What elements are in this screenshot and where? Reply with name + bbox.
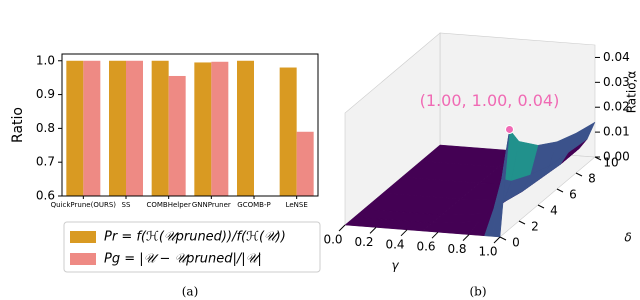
x-tick-label: 0.8 — [447, 242, 466, 256]
legend-box — [63, 221, 321, 273]
bar — [279, 67, 297, 197]
z-tick-label: 0.03 — [603, 75, 630, 89]
x-tick-label: 0.4 — [385, 237, 404, 251]
z-tick-label: 0.01 — [603, 125, 630, 139]
y-tick-label: 8 — [588, 172, 596, 186]
y-tick-label: 0.7 — [36, 155, 55, 169]
y-tick-label: 1.0 — [36, 53, 55, 67]
bar — [83, 60, 101, 197]
x-tick — [338, 224, 346, 232]
bar — [194, 62, 212, 197]
y-tick-label: 0.9 — [36, 87, 55, 101]
x-tick-label: GCOMB-P — [237, 201, 270, 209]
bar — [237, 60, 254, 197]
y-tick — [499, 236, 507, 241]
y-axis-label: Ratio — [10, 107, 26, 143]
bar — [66, 60, 84, 197]
y-tick-label: 0.8 — [36, 121, 55, 135]
bar — [211, 61, 229, 197]
x-tick-label: 0.0 — [323, 233, 342, 247]
y-tick-label: 6 — [569, 188, 577, 202]
bar — [168, 75, 186, 196]
x-tick — [493, 236, 501, 244]
x-tick-label: GNNPruner — [192, 201, 231, 209]
x-tick-label: 1.0 — [478, 245, 497, 259]
x-tick-label: LeNSE — [286, 201, 308, 209]
x-tick — [431, 231, 439, 239]
x-tick — [400, 229, 408, 237]
legend-label: Pr = f(ℋ(𝒰pruned))/f(ℋ(𝒰)) — [104, 230, 286, 245]
bar — [296, 131, 314, 196]
y-tick-label: 4 — [550, 204, 558, 218]
bar — [126, 60, 143, 197]
caption: (b) — [469, 285, 486, 299]
plot-frame — [61, 53, 319, 197]
y-tick-label: 2 — [531, 220, 539, 234]
bar — [109, 60, 126, 197]
y-tick-label: 0 — [512, 236, 520, 250]
legend-swatch — [70, 253, 96, 265]
x-tick-label: QuickPrune(OURS) — [51, 201, 117, 209]
legend-label: Pg = |𝒰 − 𝒰pruned|/|𝒰| — [104, 252, 262, 267]
y-tick — [518, 220, 526, 225]
y-tick — [537, 204, 545, 209]
x-tick — [369, 227, 377, 234]
y-tick — [556, 188, 564, 193]
x-tick — [462, 234, 470, 241]
x-axis-label: γ — [391, 259, 399, 273]
y-tick — [575, 172, 583, 177]
y-axis-label: δ — [624, 231, 631, 245]
y-tick-label: 10 — [603, 156, 618, 170]
z-tick-label: 0.04 — [603, 50, 630, 64]
legend-swatch — [70, 231, 96, 243]
z-tick-label: 0.00 — [603, 150, 630, 164]
highlight-point — [505, 124, 514, 134]
x-tick-label: 0.6 — [416, 240, 435, 254]
x-tick-label: COMBHelper — [146, 201, 191, 209]
x-tick-label: 0.2 — [354, 235, 373, 249]
z-axis-label: Ratio,α — [625, 71, 639, 114]
caption: (a) — [182, 285, 199, 299]
x-tick-label: SS — [122, 201, 131, 209]
y-tick-label: 0.6 — [36, 189, 55, 203]
bar — [151, 60, 169, 197]
z-tick-label: 0.02 — [603, 100, 630, 114]
highlight-label: (1.00, 1.00, 0.04) — [420, 91, 560, 110]
